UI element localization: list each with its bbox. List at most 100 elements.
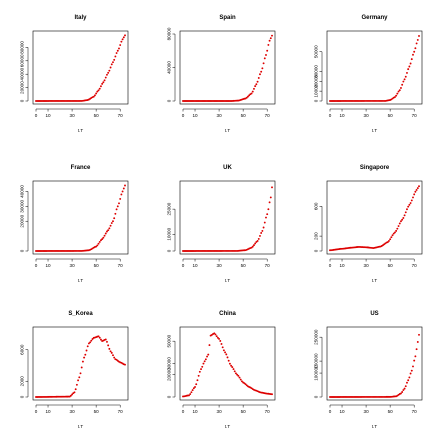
y-tick-label: 0 <box>167 249 172 252</box>
x-tick-label: 30 <box>70 113 76 118</box>
data-point <box>115 52 118 55</box>
data-point <box>394 96 396 99</box>
data-point <box>392 232 395 235</box>
data-point <box>262 226 265 229</box>
data-point <box>77 379 80 382</box>
data-point <box>250 92 253 95</box>
data-point <box>412 53 414 56</box>
data-point <box>120 40 123 43</box>
data-point <box>257 237 260 240</box>
x-tick-label: 50 <box>241 263 247 268</box>
data-point <box>239 378 242 381</box>
data-point <box>98 240 101 243</box>
x-tick-label: 0 <box>35 113 38 118</box>
plot-frame <box>179 30 276 105</box>
data-point <box>222 349 225 352</box>
data-point <box>78 376 81 379</box>
data-point <box>397 225 400 228</box>
x-tick-label: 0 <box>35 263 38 268</box>
y-tick-label: 60000 <box>20 54 25 67</box>
data-point <box>237 374 240 377</box>
x-tick-label: 70 <box>118 409 124 414</box>
data-point <box>251 245 254 248</box>
data-point <box>415 348 418 351</box>
x-tick-label: 70 <box>412 409 418 414</box>
data-point <box>122 187 125 190</box>
x-tick-label: 0 <box>35 409 38 414</box>
data-point <box>406 208 408 211</box>
y-tick-label: 30000 <box>314 65 319 78</box>
data-point <box>112 61 114 64</box>
x-tick-label: 70 <box>118 263 124 268</box>
data-point <box>71 393 74 396</box>
data-point <box>410 199 413 202</box>
data-point <box>109 66 112 69</box>
data-point <box>254 85 257 88</box>
plot-frame <box>326 326 423 401</box>
x-axis-label: t.T <box>372 424 378 429</box>
data-point <box>119 44 122 46</box>
data-point <box>188 394 190 397</box>
data-point <box>112 354 114 357</box>
data-point <box>122 36 125 39</box>
data-point <box>109 224 112 227</box>
data-point <box>113 217 116 220</box>
data-point <box>406 381 408 384</box>
plot-frame <box>32 326 129 401</box>
data-point <box>79 372 82 375</box>
data-point <box>254 242 257 245</box>
x-tick-label: 0 <box>182 113 185 118</box>
data-point <box>118 47 120 50</box>
data-point <box>121 38 124 41</box>
y-tick-label: 50000 <box>314 45 319 58</box>
data-point <box>414 355 417 358</box>
y-tick-label: 0 <box>167 99 172 102</box>
data-point <box>189 393 192 395</box>
data-point <box>244 383 247 386</box>
data-point <box>230 364 233 367</box>
x-tick-label: 10 <box>192 409 198 414</box>
data-point <box>110 222 113 224</box>
data-point <box>104 338 107 341</box>
y-tick-label: 100000 <box>314 365 319 381</box>
x-tick-label: 50 <box>94 263 100 268</box>
data-point <box>408 376 411 379</box>
data-point <box>265 53 267 56</box>
x-tick-label: 10 <box>192 263 198 268</box>
x-tick-label: 50 <box>388 409 394 414</box>
data-point <box>409 62 412 65</box>
data-point <box>104 232 107 235</box>
y-tick-label: 6000 <box>20 344 25 355</box>
data-point <box>231 366 234 369</box>
data-point <box>108 69 111 72</box>
panel-spain: Spain 0 10 30 50 70 t.T 0 40000 80000 <box>167 15 276 133</box>
x-axis-label: t.T <box>225 278 231 283</box>
y-tick-label: 0 <box>20 395 25 398</box>
data-point <box>263 221 266 224</box>
data-point <box>261 67 264 70</box>
data-point <box>85 349 88 352</box>
data-point <box>412 196 414 199</box>
y-tick-label: 2000 <box>20 376 25 387</box>
data-point <box>93 94 96 97</box>
data-point <box>268 39 271 42</box>
x-tick-label: 10 <box>192 113 198 118</box>
y-tick-label: 0 <box>314 99 319 102</box>
y-tick-label: 10000 <box>314 84 319 97</box>
y-tick-label: 20000 <box>20 214 25 227</box>
data-point <box>221 346 224 349</box>
data-point <box>408 203 411 206</box>
data-point <box>251 90 254 93</box>
data-point <box>108 347 111 350</box>
data-point <box>80 366 83 369</box>
panel-title: China <box>219 311 236 317</box>
data-point <box>200 368 202 371</box>
data-point <box>266 49 269 52</box>
panel-title: France <box>71 165 91 171</box>
data-point <box>101 82 104 85</box>
x-tick-label: 10 <box>45 113 51 118</box>
x-axis-label: t.T <box>225 424 231 429</box>
data-point <box>253 87 255 90</box>
y-tick-label: 0 <box>167 395 172 398</box>
